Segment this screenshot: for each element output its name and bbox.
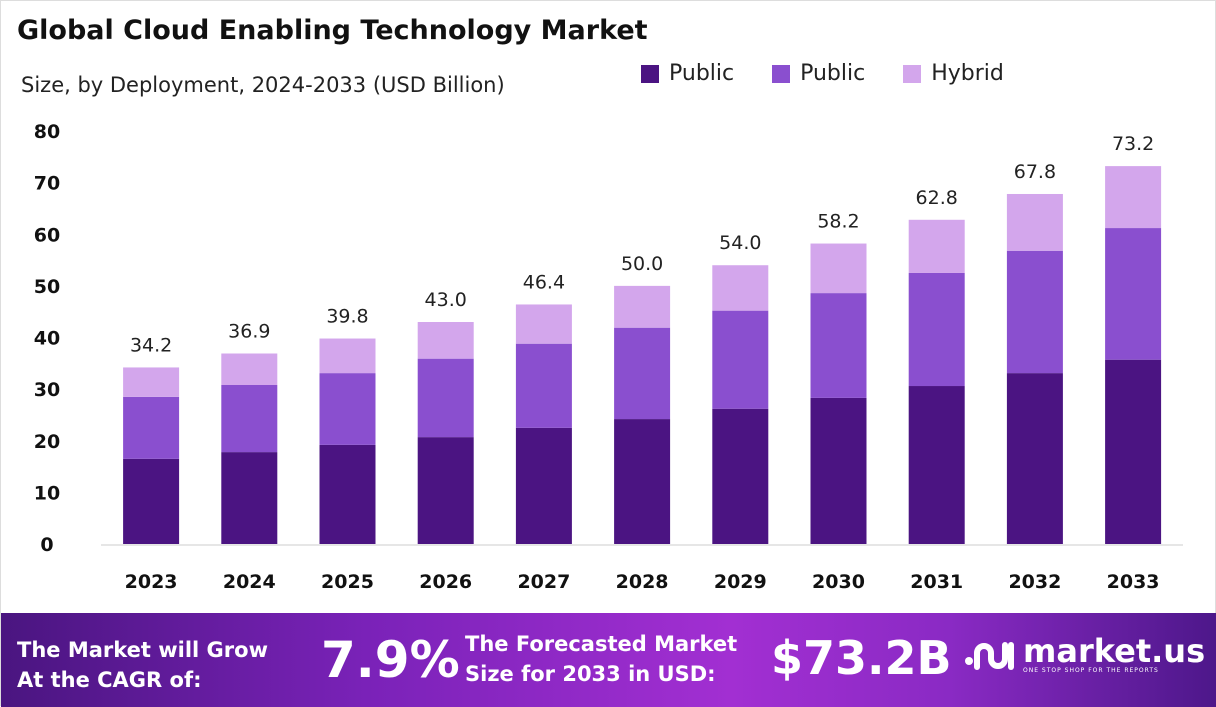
data-label: 67.8 [1014,161,1056,183]
bar-segment-0 [221,452,278,544]
stacked-bar-chart: 0102030405060708034.2202336.9202439.8202… [34,121,1183,593]
data-label: 73.2 [1112,133,1154,155]
bar-segment-2 [1105,166,1162,229]
bar-segment-0 [614,419,671,544]
bar-segment-1 [1105,228,1162,360]
x-tick-label: 2032 [1008,571,1061,593]
bar-segment-1 [123,396,180,459]
y-tick-label: 70 [34,173,60,195]
bar-segment-1 [1006,250,1063,374]
data-label: 54.0 [719,232,761,254]
bar-segment-1 [515,343,572,428]
bar-segment-0 [515,427,572,544]
data-label: 39.8 [326,306,368,328]
bar-segment-2 [123,367,180,397]
chart-title: Global Cloud Enabling Technology Market [17,15,648,46]
y-tick-label: 30 [34,379,60,401]
bar-segment-0 [908,386,965,544]
cagr-value: 7.9% [321,631,460,689]
bar-segment-1 [417,358,474,438]
bar-segment-2 [417,322,474,359]
bar-segment-2 [614,285,671,328]
bar-segment-2 [515,304,572,344]
chart-subtitle: Size, by Deployment, 2024-2033 (USD Bill… [21,73,505,97]
logo-icon [965,641,1014,670]
forecast-value: $73.2B [771,631,952,685]
legend-label: Hybrid [931,61,1004,86]
bar-segment-0 [417,437,474,544]
data-label: 62.8 [916,187,958,209]
bar-segment-0 [1006,373,1063,544]
legend: Public Public Hybrid [641,61,1004,86]
y-tick-label: 20 [34,431,60,453]
x-tick-label: 2028 [616,571,669,593]
bar-segment-2 [810,243,867,294]
footer-banner: The Market will Grow At the CAGR of: 7.9%… [1,613,1216,707]
legend-swatch [903,64,922,83]
data-label: 34.2 [130,334,172,356]
bar-segment-0 [1105,359,1162,544]
x-tick-label: 2027 [517,571,570,593]
market-us-logo: market.us ONE STOP SHOP FOR THE REPORTS [963,635,1205,674]
y-tick-label: 40 [34,328,60,350]
legend-item: Hybrid [903,61,1004,86]
bar-segment-2 [1006,193,1063,251]
x-tick-label: 2030 [812,571,865,593]
bar-segment-2 [319,338,376,374]
bar-segment-1 [319,373,376,445]
y-tick-label: 0 [40,534,53,556]
bar-segment-0 [319,444,376,544]
x-tick-label: 2024 [223,571,276,593]
y-tick-label: 50 [34,276,60,298]
legend-swatch [772,64,791,83]
legend-swatch [641,64,659,83]
data-label: 43.0 [425,289,467,311]
bar-segment-1 [614,327,671,420]
data-label: 36.9 [228,321,270,343]
y-tick-label: 10 [34,482,60,504]
data-label: 46.4 [523,271,565,293]
x-tick-label: 2033 [1107,571,1160,593]
bar-segment-1 [221,384,278,453]
data-label: 50.0 [621,253,663,275]
data-label: 58.2 [817,211,859,233]
legend-item: Public [641,61,734,86]
bar-segment-1 [810,293,867,398]
x-tick-label: 2025 [321,571,374,593]
x-tick-label: 2023 [125,571,178,593]
x-tick-label: 2031 [910,571,963,593]
bar-segment-2 [712,265,769,311]
bar-segment-2 [908,219,965,273]
bar-segment-2 [221,353,278,385]
bar-segment-0 [123,458,180,544]
y-tick-label: 60 [34,224,60,246]
x-tick-label: 2026 [419,571,472,593]
x-tick-label: 2029 [714,571,767,593]
y-tick-label: 80 [34,121,60,143]
bar-segment-1 [712,310,769,409]
bar-segment-0 [712,408,769,544]
cagr-label: The Market will Grow At the CAGR of: [17,638,268,692]
forecast-label: The Forecasted Market Size for 2033 in US… [465,632,738,686]
bar-segment-0 [810,397,867,544]
legend-label: Public [800,61,866,86]
legend-item: Public [772,61,865,86]
legend-label: Public [669,61,735,86]
bar-segment-1 [908,272,965,387]
